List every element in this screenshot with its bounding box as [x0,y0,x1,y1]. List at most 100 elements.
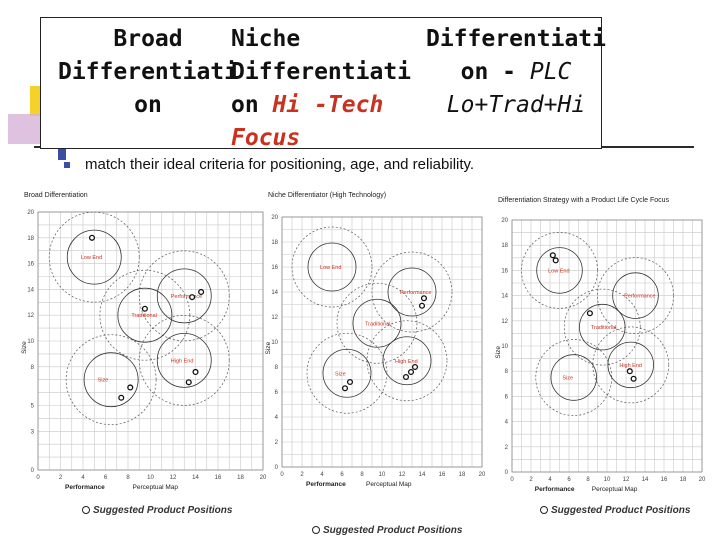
y-tick-label: 10 [27,339,34,345]
legend-dot-icon [312,526,320,535]
chart-title: Differentiation Strategy with a Product … [498,197,670,204]
x-tick-label: 18 [680,477,687,483]
perceptual-map-broad: Broad Differentiation 0 2 4 6 8 10 12 14 16 18 20 0 3… [21,192,267,491]
y-tick-label: 14 [501,294,508,300]
segment-label: Traditional [365,321,390,327]
product-position-marker [549,252,556,259]
product-position-marker [626,368,633,375]
segment-label: Low End [548,268,569,274]
x-tick-label: 0 [36,475,40,481]
y-axis-label: Size [21,341,28,354]
x-axis-title: Perceptual Map [592,486,638,493]
header-col2-line3a: on [231,92,273,118]
x-tick-label: 2 [59,475,63,481]
product-position-marker [407,368,415,376]
perceptual-map-plc: Differentiation Strategy with a Product … [495,197,706,493]
product-position-marker [402,373,410,381]
x-tick-label: 4 [81,475,85,481]
subtitle-text: match their ideal criteria for positioni… [85,156,475,173]
legend-label-2: Suggested Product Positions [323,525,463,536]
segment-label: Size [335,371,346,377]
segment-rough-cut-circle [306,332,388,414]
segment-rough-cut-circle [138,315,230,406]
x-tick-label: 2 [529,477,533,483]
header-col3-line2a: on - [460,59,530,85]
y-tick-label: 12 [271,315,278,321]
product-position-marker [192,368,199,376]
segment-rough-cut-circle [336,282,418,364]
x-axis-label: Performance [306,481,346,488]
x-tick-label: 0 [510,477,514,483]
x-axis-title: Perceptual Map [133,484,179,491]
segment-label: Low End [81,255,102,261]
x-tick-label: 8 [126,475,130,481]
header-col1-line3: on [134,92,162,118]
y-tick-label: 6 [505,394,509,400]
segment-fine-cut-circle [307,242,357,292]
segment-label: Traditional [591,325,616,331]
x-tick-label: 6 [104,475,108,481]
x-tick-label: 14 [419,472,426,478]
y-axis-label: Size [495,346,502,359]
x-tick-label: 2 [300,472,304,478]
y-tick-label: 8 [275,365,279,371]
product-position-marker [341,385,349,392]
y-tick-label: 2 [505,445,509,451]
y-tick-label: 5 [31,404,35,410]
chart-title: Niche Differentiator (High Technology) [268,192,386,199]
y-tick-label: 8 [31,365,35,371]
x-tick-label: 8 [586,477,590,483]
header-col3-plc: PLC [529,59,572,85]
segment-rough-cut-circle [535,339,613,416]
product-position-marker [586,310,593,317]
y-tick-label: 0 [505,470,509,476]
segment-label: Performance [624,294,656,300]
segment-label: Size [98,378,109,384]
y-tick-label: 6 [275,390,279,396]
y-tick-label: 18 [271,240,278,246]
header-col3-line3: Lo+Trad+Hi [446,92,586,118]
product-position-marker [141,305,148,312]
y-tick-label: 12 [501,319,508,325]
x-tick-label: 14 [192,475,199,481]
y-tick-label: 0 [31,468,35,474]
segment-fine-cut-circle [607,341,654,389]
product-position-marker [420,295,428,302]
y-tick-label: 16 [501,268,508,274]
y-tick-label: 16 [27,262,34,268]
segment-fine-cut-circle [550,354,597,401]
x-tick-label: 8 [360,472,364,478]
strategy-header-box: Broad Differentiati on Niche Differentia… [40,17,606,151]
header-col2-focus: Focus [231,125,301,151]
legend-suggested-positions-1: Suggested Product Positions [82,505,232,516]
header-col2-line3: on Hi -Tech [231,89,421,122]
header-col2-line1: Niche [231,26,301,52]
product-position-marker [127,384,134,391]
chart-title: Broad Differentiation [24,192,88,199]
segment-rough-cut-circle [366,320,448,402]
segment-label: High End [395,359,418,365]
y-tick-label: 20 [271,215,278,221]
header-col2-line2: Differentiati [231,59,412,85]
x-tick-label: 20 [699,477,706,483]
x-tick-label: 10 [604,477,611,483]
x-tick-label: 12 [170,475,177,481]
segment-fine-cut-circle [83,352,139,408]
x-tick-label: 0 [280,472,284,478]
segment-fine-cut-circle [322,348,372,398]
x-tick-label: 16 [439,472,446,478]
product-position-marker [346,378,354,386]
plot-frame [511,219,703,473]
product-position-marker [411,363,419,371]
plot-frame [281,216,483,468]
segment-label: Traditional [131,313,156,319]
segment-fine-cut-circle [382,336,432,386]
segment-label: Low End [320,265,341,271]
y-tick-label: 0 [275,465,279,471]
x-axis-label: Performance [65,484,105,491]
segment-fine-cut-circle [612,272,659,319]
header-col3-line2: on - PLC [416,56,616,89]
y-tick-label: 12 [27,313,34,319]
y-tick-label: 14 [271,290,278,296]
segment-rough-cut-circle [65,334,157,426]
